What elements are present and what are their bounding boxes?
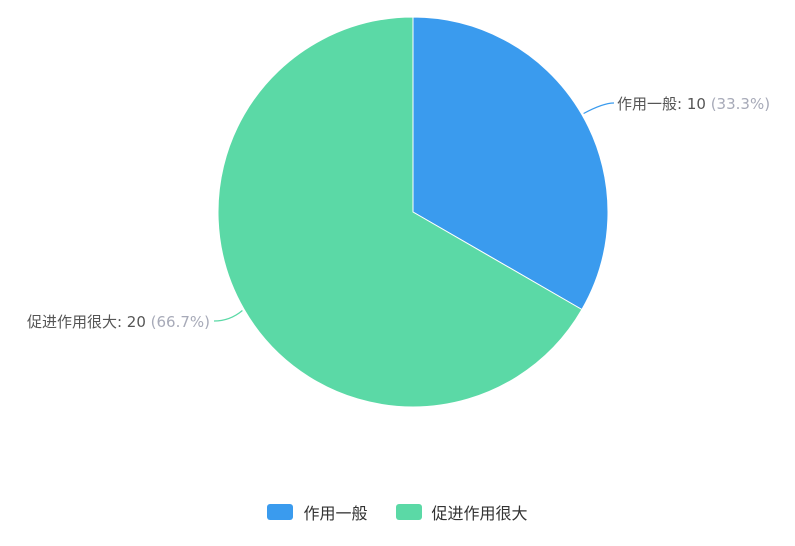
pie-label-0: 作用一般: 10 (33.3%)	[617, 95, 770, 113]
pie-slice-1[interactable]	[217, 16, 583, 408]
pie-label-percent-1: (66.7%)	[151, 313, 210, 331]
legend-swatch-great	[395, 504, 422, 520]
pie-leader-line-0	[583, 102, 615, 115]
pie-label-1: 促进作用很大: 20 (66.7%)	[27, 313, 210, 331]
pie-label-value-0: 作用一般: 10	[617, 95, 711, 113]
legend-item-great[interactable]: 促进作用很大	[395, 500, 528, 524]
pie-slice-0[interactable]	[412, 16, 609, 311]
legend-label-great: 促进作用很大	[431, 504, 528, 523]
pie-slices	[217, 16, 609, 408]
pie-label-value-1: 促进作用很大: 20	[27, 313, 151, 331]
legend-swatch-general	[267, 504, 294, 520]
legend-item-general[interactable]: 作用一般	[267, 500, 368, 524]
legend-label-general: 作用一般	[303, 504, 368, 523]
pie-leader-line-1	[213, 310, 243, 322]
pie-label-percent-0: (33.3%)	[711, 95, 770, 113]
chart-legend: 作用一般 促进作用很大	[0, 499, 795, 525]
pie-labels: 作用一般: 10 (33.3%) 促进作用很大: 20 (66.7%)	[27, 95, 770, 331]
